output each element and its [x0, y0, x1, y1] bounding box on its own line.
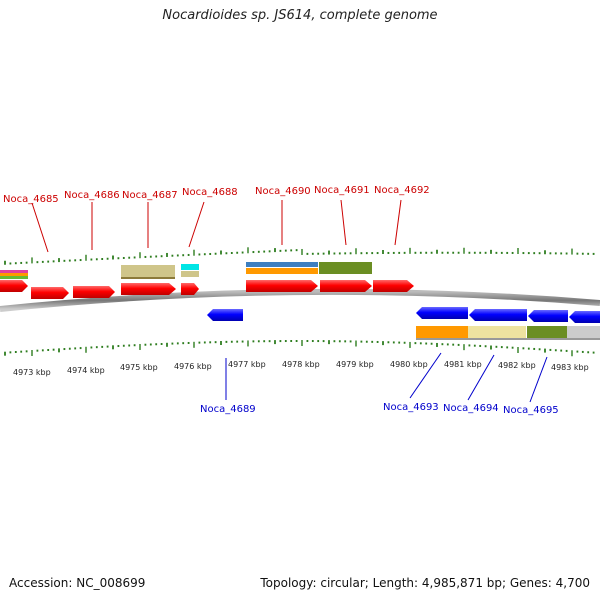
gene-arrow-reverse[interactable]	[528, 310, 568, 322]
kbp-label: 4979 kbp	[336, 360, 374, 369]
gene-label[interactable]: Noca_4691	[314, 185, 370, 196]
topology-text: Topology: circular; Length: 4,985,871 bp…	[260, 576, 590, 590]
kbp-label: 4982 kbp	[498, 361, 536, 370]
accession-text: Accession: NC_008699	[9, 576, 146, 590]
gene-arrow-forward[interactable]	[0, 280, 28, 292]
gene-arrow-reverse[interactable]	[569, 311, 600, 323]
gene-label[interactable]: Noca_4694	[443, 403, 499, 414]
gene-labels: Noca_4685 Noca_4686 Noca_4687 Noca_4688 …	[3, 185, 559, 416]
kbp-label: 4980 kbp	[390, 360, 428, 369]
kbp-label: 4983 kbp	[551, 363, 589, 372]
kbp-label: 4981 kbp	[444, 360, 482, 369]
gene-arrow-forward[interactable]	[121, 283, 176, 295]
kbp-label: 4973 kbp	[13, 368, 51, 377]
kbp-labels: 4973 kbp 4974 kbp 4975 kbp 4976 kbp 4977…	[13, 360, 589, 377]
gene-arrow-forward[interactable]	[320, 280, 372, 292]
scale-ticks-bottom	[4, 340, 595, 357]
annotation-track-bottom	[416, 326, 600, 340]
genome-title: Nocardioides sp. JS614, complete genome	[162, 8, 438, 23]
gene-label[interactable]: Noca_4686	[64, 190, 120, 201]
gene-label[interactable]: Noca_4689	[200, 404, 256, 415]
kbp-label: 4977 kbp	[228, 360, 266, 369]
gene-arrow-reverse[interactable]	[207, 309, 243, 321]
gene-arrow-forward[interactable]	[31, 287, 69, 299]
kbp-label: 4974 kbp	[67, 366, 105, 375]
gene-arrow-reverse[interactable]	[416, 307, 468, 319]
gene-arrow-forward[interactable]	[73, 286, 115, 298]
scale-ticks-top	[4, 247, 595, 265]
gene-label[interactable]: Noca_4695	[503, 405, 559, 416]
annotation-track-top	[0, 262, 372, 279]
kbp-label: 4975 kbp	[120, 363, 158, 372]
reverse-genes	[207, 307, 600, 323]
gene-arrow-reverse[interactable]	[469, 309, 527, 321]
kbp-label: 4976 kbp	[174, 362, 212, 371]
gene-label[interactable]: Noca_4692	[374, 185, 430, 196]
kbp-label: 4978 kbp	[282, 360, 320, 369]
gene-arrow-forward[interactable]	[181, 283, 199, 295]
gene-label[interactable]: Noca_4693	[383, 402, 439, 413]
gene-arrow-forward[interactable]	[246, 280, 318, 292]
gene-label[interactable]: Noca_4690	[255, 186, 311, 197]
gene-label[interactable]: Noca_4685	[3, 194, 59, 205]
gene-label[interactable]: Noca_4688	[182, 187, 238, 198]
gene-label[interactable]: Noca_4687	[122, 190, 178, 201]
leader-lines	[31, 199, 548, 403]
forward-genes	[0, 280, 414, 299]
gene-arrow-forward[interactable]	[373, 280, 414, 292]
genome-backbone	[0, 288, 600, 312]
